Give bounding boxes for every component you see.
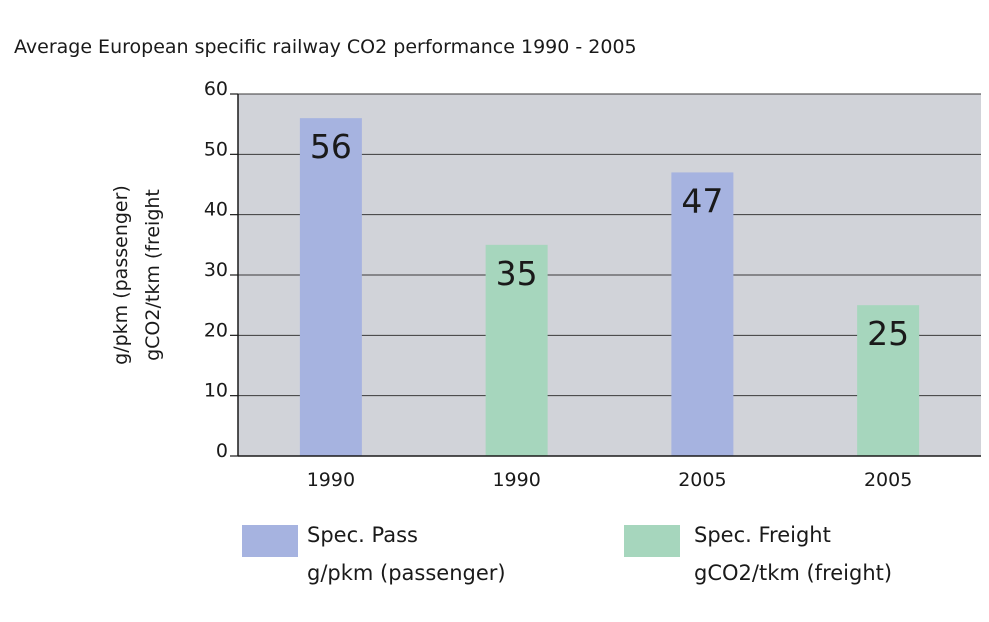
data-label: 35: [496, 254, 538, 293]
bar: [857, 305, 920, 456]
chart-title: Average European specific railway CO2 pe…: [14, 36, 637, 58]
y-tick-label: 50: [204, 138, 228, 160]
x-tick-label: 2005: [678, 469, 726, 491]
legend-pass-name: Spec. Pass: [307, 523, 418, 547]
y-tick-label: 10: [204, 380, 228, 402]
y-tick-label: 30: [204, 259, 228, 281]
y-tick-label: 60: [204, 78, 228, 100]
bar: [671, 172, 734, 456]
data-label: 47: [681, 181, 723, 220]
x-tick-label: 1990: [492, 469, 540, 491]
data-label: 56: [310, 127, 352, 166]
legend-label-pass: Spec. Pass g/pkm (passenger): [307, 516, 506, 592]
y-tick-label: 0: [216, 440, 228, 462]
x-tick-label: 1990: [307, 469, 355, 491]
y-tick-label: 20: [204, 319, 228, 341]
legend-swatch-freight: [624, 525, 680, 557]
bar: [485, 244, 548, 456]
legend-pass-unit: g/pkm (passenger): [307, 561, 506, 585]
y-axis-label: gCO2/tkm (freight: [142, 189, 164, 361]
legend-label-freight: Spec. Freight gCO2/tkm (freight): [694, 516, 892, 592]
legend-freight-name: Spec. Freight: [694, 523, 831, 547]
data-label: 25: [867, 314, 909, 353]
bar: [299, 118, 362, 456]
legend-swatch-pass: [242, 525, 298, 557]
legend-freight-unit: gCO2/tkm (freight): [694, 561, 893, 585]
x-tick-label: 2005: [864, 469, 912, 491]
y-tick-label: 40: [204, 199, 228, 221]
y-axis-label: g/pkm (passenger): [110, 185, 132, 365]
